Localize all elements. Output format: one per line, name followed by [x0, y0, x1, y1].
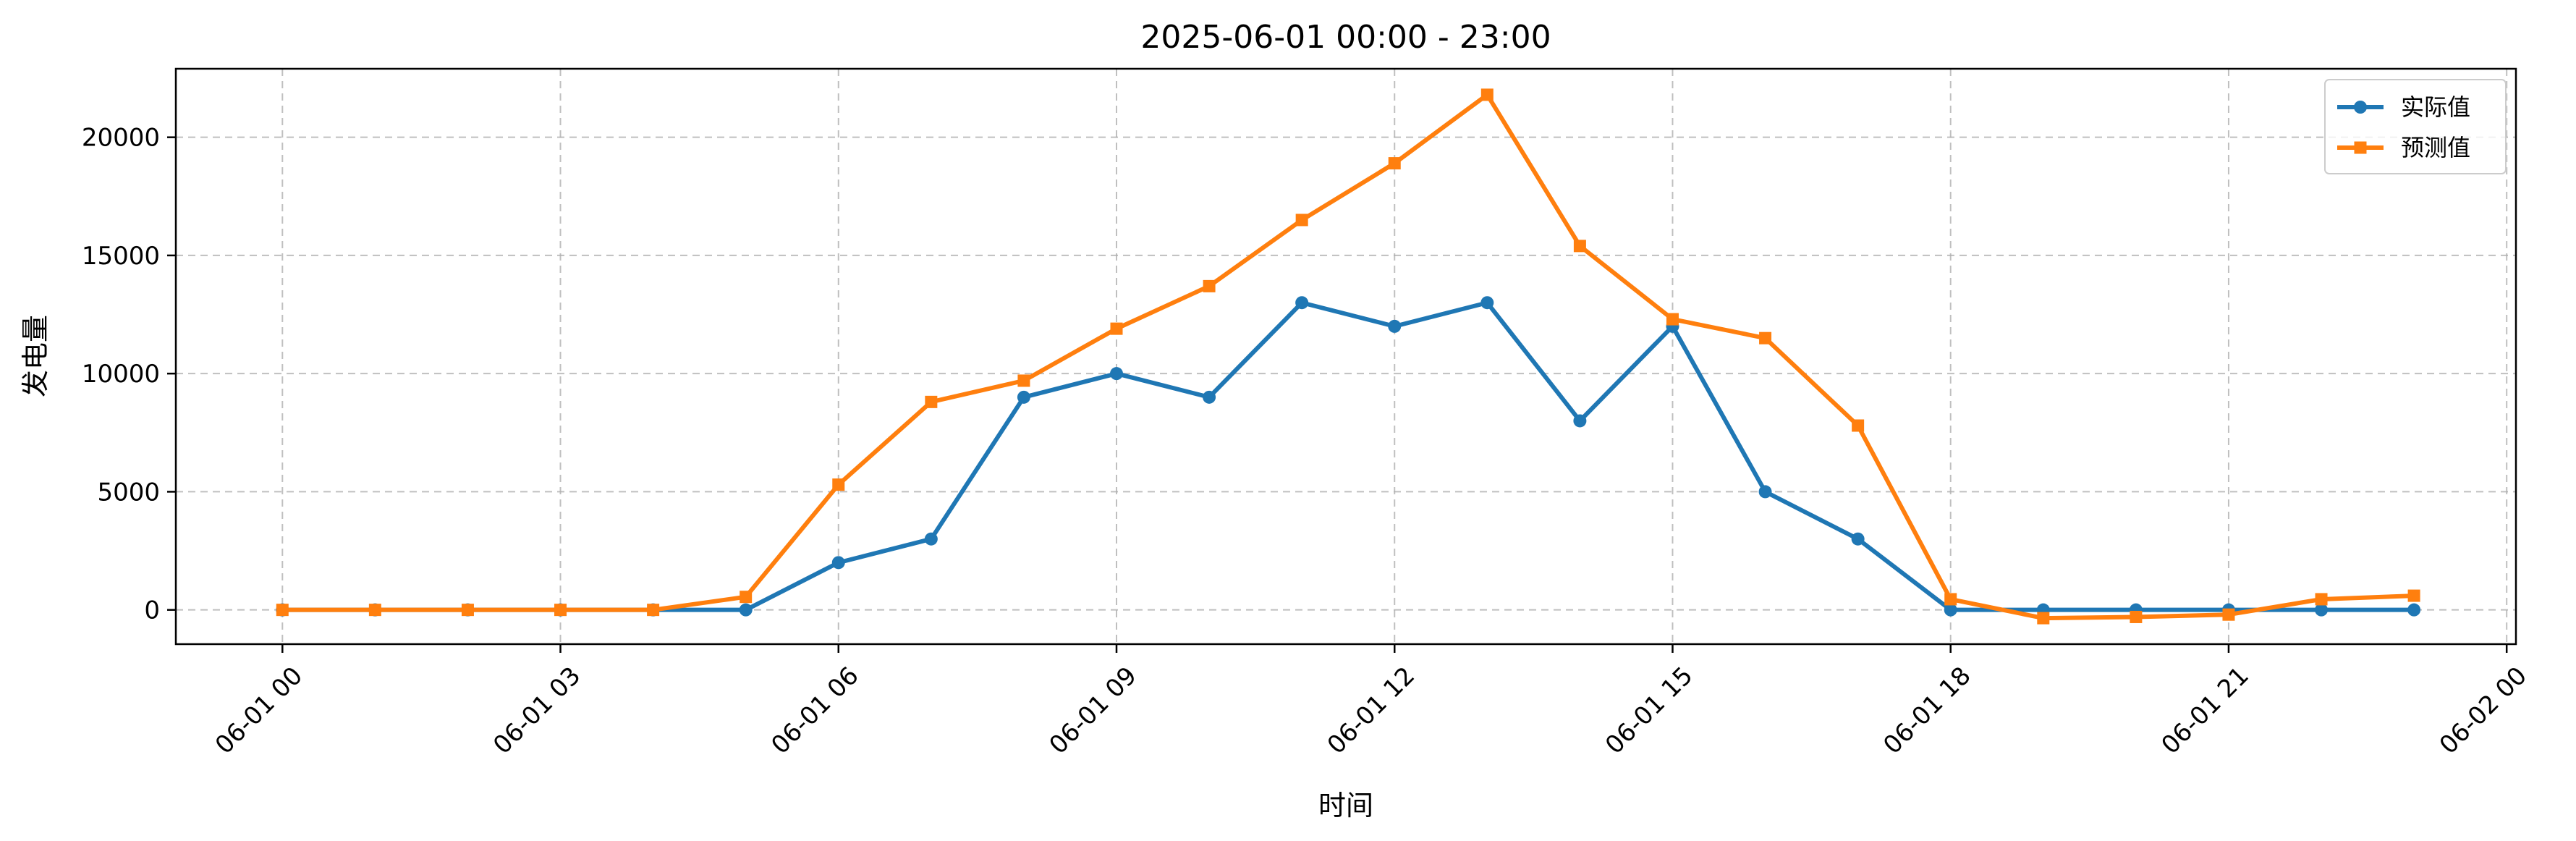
series-0-point	[1295, 296, 1309, 310]
series-1-point	[2130, 610, 2143, 623]
legend-marker	[2354, 141, 2367, 154]
series-0-point	[1944, 603, 1957, 617]
series-0-point	[831, 556, 845, 570]
series-1-point	[1017, 374, 1030, 387]
series-0-point	[1851, 532, 1865, 546]
series-layer	[276, 88, 2421, 625]
series-0-point	[1758, 485, 1772, 499]
y-tick-label: 20000	[82, 124, 160, 153]
series-line-1	[282, 92, 2415, 621]
plot-frame	[174, 67, 2517, 646]
series-1-point	[925, 395, 938, 408]
series-0-point	[924, 532, 938, 546]
series-0-point	[2407, 603, 2421, 617]
series-1-point	[1295, 214, 1308, 227]
y-tick-label: 0	[144, 596, 160, 625]
series-0-point	[1017, 390, 1030, 404]
series-1-point	[1759, 331, 1772, 345]
series-1-point	[2222, 608, 2235, 621]
legend-label: 实际值	[2401, 93, 2470, 121]
legend-box	[2324, 79, 2507, 174]
series-1-point	[554, 604, 567, 617]
series-1-point	[1666, 313, 1679, 326]
series-0-point	[2315, 603, 2329, 617]
x-axis-label: 时间	[1318, 790, 1373, 821]
y-tick-label: 15000	[82, 242, 160, 271]
y-axis-label: 发电量	[20, 315, 51, 397]
series-1-point	[1203, 279, 1216, 292]
series-1-point	[832, 478, 845, 491]
y-tick-label: 5000	[97, 478, 160, 507]
series-1-point	[1388, 157, 1401, 170]
series-1-point	[461, 604, 474, 617]
series-1-point	[1110, 322, 1123, 335]
legend-label: 预测值	[2401, 134, 2470, 161]
series-1-point	[2037, 612, 2050, 625]
series-1-point	[368, 604, 381, 617]
series-1-point	[1852, 419, 1865, 432]
series-0-point	[1203, 390, 1216, 404]
chart-title: 2025-06-01 00:00 - 23:00	[1140, 19, 1551, 56]
y-tick-label: 10000	[82, 360, 160, 389]
series-1-point	[1480, 88, 1494, 101]
series-1-point	[740, 591, 753, 604]
series-0-point	[1110, 367, 1124, 381]
series-1-point	[276, 604, 289, 617]
series-0-point	[739, 603, 753, 617]
series-1-point	[1573, 240, 1586, 253]
series-1-point	[2407, 589, 2420, 602]
series-0-point	[1573, 414, 1587, 428]
series-0-point	[1480, 296, 1494, 310]
legend-marker	[2354, 101, 2367, 114]
series-0-point	[1388, 319, 1402, 333]
series-1-point	[647, 604, 660, 617]
series-1-point	[2315, 593, 2328, 606]
series-1-point	[1944, 593, 1957, 606]
